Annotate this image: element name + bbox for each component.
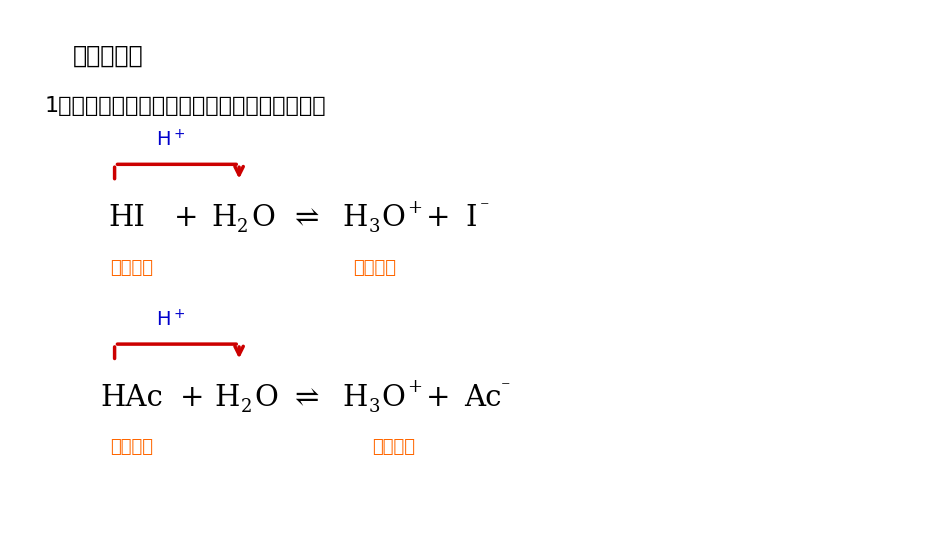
Text: +: +	[408, 198, 423, 217]
Text: +: +	[174, 204, 198, 232]
Text: （弱酸）: （弱酸）	[110, 438, 153, 456]
Text: ⇌: ⇌	[295, 384, 319, 412]
Text: 2: 2	[241, 398, 253, 416]
Text: HAc: HAc	[101, 384, 163, 412]
Text: （弱碱）: （弱碱）	[353, 258, 396, 277]
Text: ⁻: ⁻	[480, 198, 489, 217]
Text: （强碱）: （强碱）	[372, 438, 415, 456]
Text: （强酸）: （强酸）	[110, 258, 153, 277]
Text: Ac: Ac	[464, 384, 502, 412]
Text: H$^+$: H$^+$	[156, 129, 185, 150]
Text: I: I	[466, 204, 477, 232]
Text: H: H	[211, 204, 237, 232]
Text: +: +	[180, 384, 204, 412]
Text: ⇌: ⇌	[295, 204, 319, 232]
Text: O: O	[381, 204, 406, 232]
Text: H: H	[342, 204, 368, 232]
Text: O: O	[381, 384, 406, 412]
Text: +: +	[408, 378, 423, 396]
Text: 3: 3	[369, 218, 380, 236]
Text: H$^+$: H$^+$	[156, 309, 185, 330]
Text: +: +	[427, 384, 451, 412]
Text: H: H	[342, 384, 368, 412]
Text: 2: 2	[238, 218, 249, 236]
Text: H: H	[215, 384, 240, 412]
Text: O: O	[254, 384, 278, 412]
Text: 酸碱的强度: 酸碱的强度	[72, 43, 143, 67]
Text: HI: HI	[108, 204, 145, 232]
Text: ⁻: ⁻	[502, 378, 511, 396]
Text: O: O	[251, 204, 276, 232]
Text: +: +	[427, 204, 451, 232]
Text: 1、取决于酸碱本身给出质子或接受质子的能力: 1、取决于酸碱本身给出质子或接受质子的能力	[45, 96, 326, 116]
Text: 3: 3	[369, 398, 380, 416]
